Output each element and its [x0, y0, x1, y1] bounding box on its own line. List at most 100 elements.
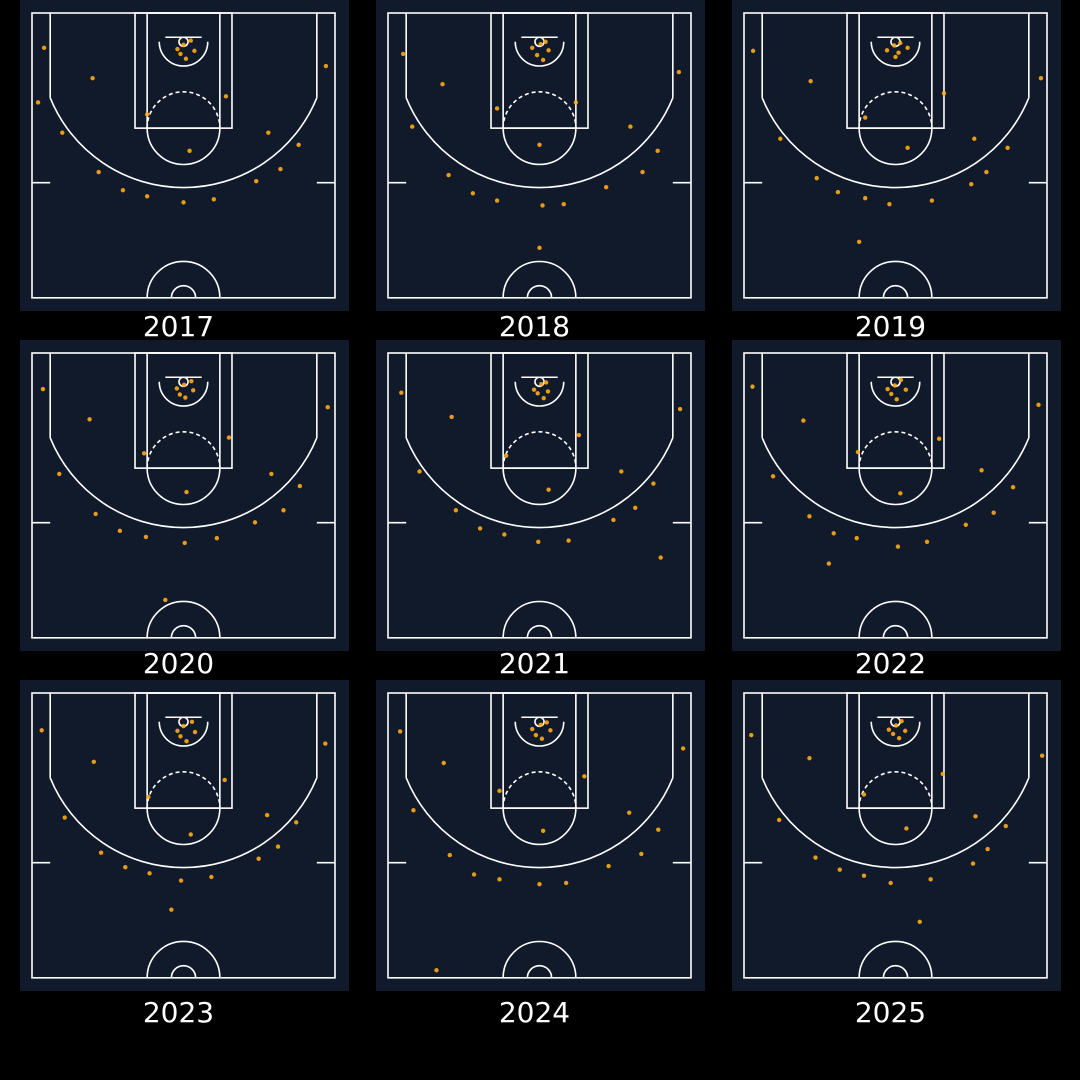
shot	[861, 873, 867, 878]
shot	[209, 874, 214, 880]
shot	[626, 810, 632, 815]
panel-title: 2020	[143, 647, 214, 680]
center-circle-inner	[882, 284, 909, 298]
shot	[905, 45, 910, 51]
center-circle-inner	[526, 284, 553, 298]
shot	[190, 388, 196, 393]
shot	[863, 115, 868, 120]
shot	[814, 175, 819, 181]
shot	[546, 48, 551, 53]
restricted-area	[514, 41, 565, 67]
panel-title: 2023	[143, 996, 214, 1029]
center-circle-outer	[502, 260, 577, 298]
free-throw-arc-dashed	[858, 431, 933, 469]
shot	[222, 777, 227, 783]
shot	[540, 203, 545, 208]
shot	[545, 389, 551, 394]
panel-background	[732, 680, 1061, 991]
free-throw-arc	[858, 468, 933, 506]
shot	[628, 124, 633, 129]
shot	[541, 395, 546, 401]
panel-background	[732, 340, 1061, 651]
panel-title: 2018	[499, 310, 570, 343]
panel-title: 2019	[855, 310, 926, 343]
shot	[924, 539, 930, 544]
shot	[540, 828, 546, 834]
court-lines	[743, 692, 1048, 979]
shot	[471, 872, 477, 877]
shot	[905, 145, 910, 151]
shot	[887, 201, 892, 207]
shot	[902, 728, 908, 734]
shot	[1003, 823, 1008, 829]
shot	[497, 788, 502, 794]
shot	[175, 46, 180, 52]
shot	[144, 112, 150, 117]
shot	[892, 383, 898, 388]
shot	[211, 197, 216, 202]
shot	[837, 867, 842, 872]
restricted-area	[158, 381, 209, 407]
shot	[146, 794, 151, 800]
shot	[856, 239, 862, 244]
restricted-area	[158, 721, 209, 747]
court-lines	[743, 352, 1048, 639]
panel-background	[20, 680, 349, 991]
panel-background	[376, 340, 705, 651]
shot	[296, 142, 301, 148]
shot	[633, 505, 638, 511]
shot	[640, 169, 645, 175]
shot	[896, 50, 901, 55]
shot	[936, 436, 942, 441]
shot	[582, 774, 587, 779]
shot	[563, 880, 569, 886]
paint-inner	[146, 12, 221, 129]
shot	[181, 42, 186, 48]
shot-chart: 2019	[732, 0, 1061, 343]
restricted-area	[514, 381, 565, 407]
shot	[447, 852, 453, 858]
shot	[898, 377, 904, 383]
shot	[969, 181, 974, 187]
shot	[187, 148, 192, 154]
shot	[446, 172, 451, 178]
center-circle-inner	[170, 964, 197, 978]
shot	[893, 54, 898, 60]
shot	[323, 741, 328, 746]
center-circle-inner	[882, 624, 909, 638]
shot	[676, 69, 682, 75]
shot	[254, 178, 259, 184]
panel-background	[732, 0, 1061, 311]
shot	[189, 719, 195, 724]
shot	[252, 520, 258, 525]
court-lines	[31, 692, 336, 979]
shot	[477, 526, 483, 531]
shot-chart: 2022	[732, 340, 1061, 680]
shot	[531, 387, 537, 392]
shot	[899, 718, 904, 724]
shot	[543, 380, 549, 385]
shot	[181, 723, 186, 729]
shot	[1039, 753, 1045, 758]
center-circle-outer	[502, 600, 577, 638]
shot	[537, 142, 542, 148]
shot	[535, 391, 540, 396]
shot	[749, 732, 754, 738]
shot	[970, 861, 976, 866]
shot	[538, 42, 543, 47]
shot	[606, 863, 611, 869]
shot	[188, 832, 193, 837]
shot	[323, 63, 329, 69]
shot	[278, 166, 283, 172]
center-circle-outer	[146, 260, 221, 298]
shot	[677, 406, 683, 412]
shot	[984, 169, 989, 175]
shot	[184, 489, 189, 495]
shot	[144, 194, 150, 199]
shot	[40, 386, 46, 392]
shot	[117, 528, 123, 534]
shot	[801, 418, 806, 423]
shot	[680, 746, 686, 751]
shot-chart: 2021	[376, 340, 705, 680]
shot	[573, 100, 579, 105]
